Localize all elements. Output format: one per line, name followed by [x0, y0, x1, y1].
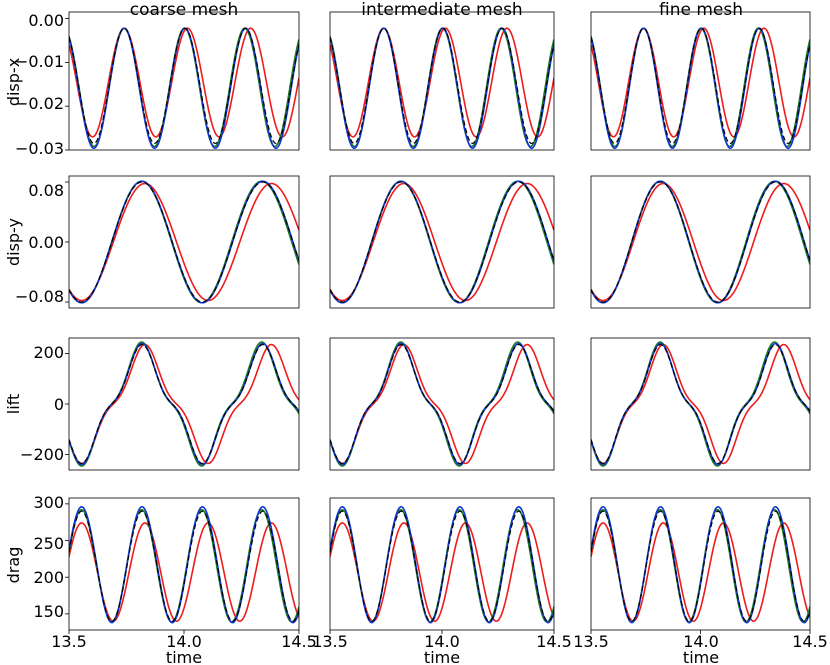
- series-blue-disp-y-intermediate: [330, 180, 554, 304]
- column-title-intermediate: intermediate mesh: [361, 0, 522, 20]
- ytick-disp-y-0: 0.08: [28, 181, 64, 200]
- series-black-disp-y-coarse: [69, 181, 299, 303]
- series-group-disp-y-fine: [591, 180, 810, 304]
- series-green-lift-intermediate: [330, 341, 554, 467]
- ytick-disp-x-0: 0.00: [28, 11, 64, 30]
- ytick-drag-0: 300: [33, 493, 64, 512]
- ytick-drag-2: 200: [33, 568, 64, 587]
- series-blue-lift-coarse: [69, 342, 299, 466]
- series-red-disp-x-intermediate: [330, 27, 554, 138]
- xtick-intermediate-1: 14.0: [424, 632, 460, 651]
- xlabel-coarse: time: [166, 648, 202, 665]
- row-label-drag: drag: [4, 547, 23, 584]
- series-blue-drag-coarse: [69, 505, 299, 624]
- ytick-disp-x-2: −0.02: [15, 94, 64, 113]
- row-label-disp-x: disp-x: [4, 58, 23, 106]
- ytick-lift-0: 200: [33, 343, 64, 362]
- series-black-disp-x-fine: [591, 27, 810, 145]
- series-group-disp-x-fine: [591, 27, 810, 150]
- column-title-fine: fine mesh: [659, 0, 743, 20]
- xtick-fine-0: 13.5: [573, 632, 609, 651]
- axes-frame-disp-y-fine: [590, 175, 811, 309]
- axes-frame-disp-x-intermediate: [329, 11, 555, 151]
- xtick-intermediate-0: 13.5: [312, 632, 348, 651]
- xlabel-fine: time: [683, 648, 719, 665]
- series-blue-disp-x-intermediate: [330, 27, 554, 150]
- axes-frame-disp-y-intermediate: [329, 175, 555, 309]
- ytick-disp-y-2: −0.08: [15, 287, 64, 306]
- series-black-disp-x-coarse: [69, 27, 299, 145]
- series-red-drag-fine: [591, 522, 810, 623]
- series-red-disp-y-intermediate: [330, 182, 554, 302]
- series-black-disp-x-intermediate: [330, 27, 554, 145]
- series-group-drag-fine: [591, 505, 810, 624]
- series-group-disp-y-intermediate: [330, 180, 554, 304]
- series-blue-disp-x-coarse: [69, 27, 299, 150]
- series-green-disp-x-coarse: [69, 27, 299, 148]
- axes-frame-lift-coarse: [68, 337, 300, 471]
- ytick-lift-1: 0: [54, 395, 64, 414]
- series-group-drag-intermediate: [330, 505, 554, 624]
- series-red-disp-y-coarse: [69, 182, 299, 302]
- column-title-coarse: coarse mesh: [130, 0, 239, 20]
- series-group-disp-x-coarse: [69, 27, 299, 150]
- axes-frame-disp-x-coarse: [68, 11, 300, 151]
- series-black-disp-y-fine: [591, 181, 810, 303]
- series-blue-disp-x-fine: [591, 27, 810, 150]
- series-red-lift-fine: [591, 343, 810, 465]
- series-group-drag-coarse: [69, 505, 299, 624]
- xtick-coarse-1: 14.0: [166, 632, 202, 651]
- xtick-fine-1: 14.0: [683, 632, 719, 651]
- series-green-disp-x-fine: [591, 27, 810, 148]
- series-green-disp-y-fine: [591, 180, 810, 304]
- series-group-disp-x-intermediate: [330, 27, 554, 150]
- axes-frame-lift-fine: [590, 337, 811, 471]
- series-blue-disp-y-coarse: [69, 180, 299, 304]
- series-red-disp-y-fine: [591, 182, 810, 302]
- series-green-lift-fine: [591, 341, 810, 467]
- series-red-drag-coarse: [69, 522, 299, 623]
- series-black-lift-fine: [591, 343, 810, 465]
- ytick-disp-x-3: −0.03: [15, 139, 64, 158]
- ytick-disp-x-1: −0.01: [15, 52, 64, 71]
- xlabel-intermediate: time: [424, 648, 460, 665]
- series-red-disp-x-coarse: [69, 27, 299, 138]
- ytick-drag-1: 250: [33, 534, 64, 553]
- row-label-lift: lift: [4, 394, 23, 415]
- series-blue-disp-y-fine: [591, 180, 810, 304]
- xtick-fine-2: 14.5: [792, 632, 828, 651]
- series-green-disp-y-coarse: [69, 180, 299, 304]
- series-blue-lift-fine: [591, 342, 810, 466]
- series-red-lift-intermediate: [330, 343, 554, 465]
- series-black-lift-intermediate: [330, 343, 554, 465]
- series-group-disp-y-coarse: [69, 180, 299, 304]
- series-black-drag-coarse: [69, 510, 299, 622]
- plot-area: [65, 11, 811, 634]
- axes-frame-lift-intermediate: [329, 337, 555, 471]
- axes-frame-disp-y-coarse: [68, 175, 300, 309]
- series-group-lift-intermediate: [330, 341, 554, 467]
- axes-frame-disp-x-fine: [590, 11, 811, 151]
- series-red-disp-x-fine: [591, 27, 810, 138]
- series-black-disp-y-intermediate: [330, 181, 554, 303]
- ytick-drag-3: 150: [33, 602, 64, 621]
- series-green-disp-y-intermediate: [330, 180, 554, 304]
- xtick-coarse-0: 13.5: [51, 632, 87, 651]
- series-red-lift-coarse: [69, 343, 299, 465]
- series-black-lift-coarse: [69, 343, 299, 465]
- series-blue-drag-intermediate: [330, 505, 554, 624]
- row-label-disp-y: disp-y: [4, 218, 23, 266]
- series-group-lift-coarse: [69, 341, 299, 467]
- series-red-drag-intermediate: [330, 522, 554, 623]
- series-group-lift-fine: [591, 341, 810, 467]
- ytick-lift-2: −200: [20, 445, 64, 464]
- xtick-intermediate-2: 14.5: [536, 632, 572, 651]
- series-green-lift-coarse: [69, 341, 299, 467]
- xtick-coarse-2: 14.5: [281, 632, 317, 651]
- series-blue-lift-intermediate: [330, 342, 554, 466]
- ytick-disp-y-1: 0.00: [28, 233, 64, 252]
- series-green-disp-x-intermediate: [330, 27, 554, 148]
